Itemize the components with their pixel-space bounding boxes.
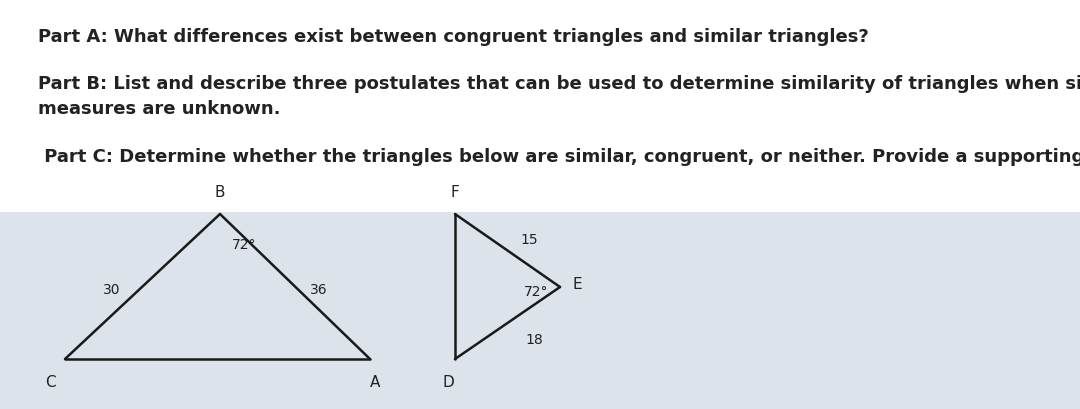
Text: B: B <box>215 184 226 200</box>
Text: C: C <box>44 374 55 389</box>
Text: Part C: Determine whether the triangles below are similar, congruent, or neither: Part C: Determine whether the triangles … <box>38 148 1080 166</box>
Text: 36: 36 <box>310 282 327 296</box>
Text: E: E <box>572 277 582 292</box>
Text: D: D <box>442 374 454 389</box>
Text: 72°: 72° <box>232 237 257 252</box>
Text: 15: 15 <box>519 232 538 246</box>
Text: 30: 30 <box>103 282 120 296</box>
Text: Part A: What differences exist between congruent triangles and similar triangles: Part A: What differences exist between c… <box>38 28 868 46</box>
Text: F: F <box>450 184 459 200</box>
Text: 18: 18 <box>525 332 543 346</box>
Text: 72°: 72° <box>524 284 548 298</box>
Bar <box>0 0 1080 213</box>
Text: measures are unknown.: measures are unknown. <box>38 100 281 118</box>
Text: A: A <box>369 374 380 389</box>
Text: Part B: List and describe three postulates that can be used to determine similar: Part B: List and describe three postulat… <box>38 75 1080 93</box>
